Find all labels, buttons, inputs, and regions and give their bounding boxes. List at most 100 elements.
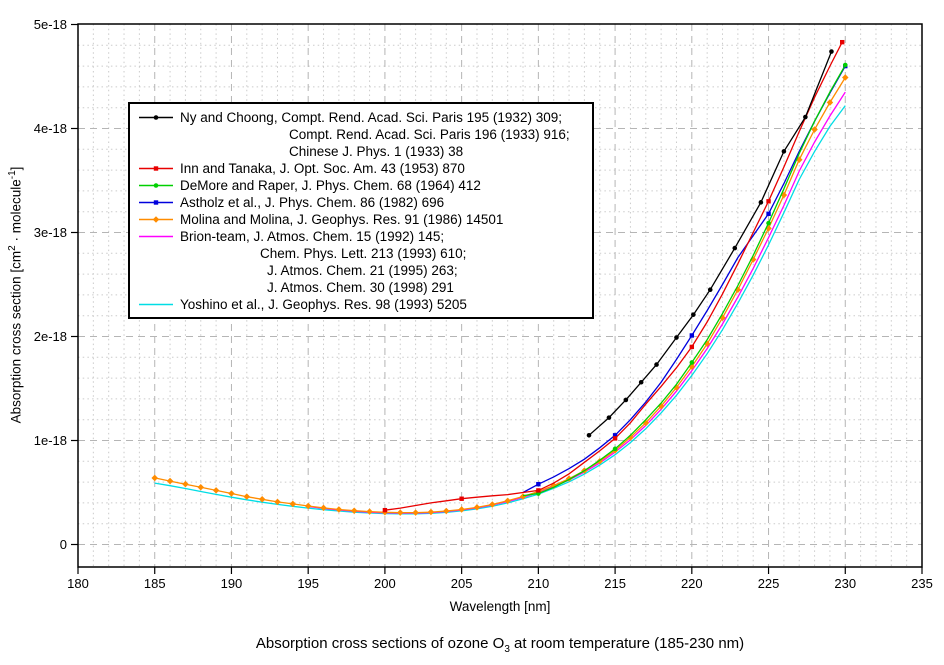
legend-entry-line: Compt. Rend. Acad. Sci. Paris 196 (1933)… — [289, 127, 570, 142]
data-point-marker — [842, 62, 848, 68]
legend-line-marker-icon — [139, 183, 173, 188]
legend-entry-text: Astholz et al., J. Phys. Chem. 86 (1982)… — [180, 194, 592, 211]
legend-entry-line: Molina and Molina, J. Geophys. Res. 91 (… — [180, 212, 504, 227]
data-point-marker — [152, 216, 160, 223]
y-tick-label: 2e-18 — [34, 329, 67, 344]
series-ny-and-choong — [586, 49, 834, 438]
data-point-marker — [366, 508, 373, 515]
data-point-marker — [732, 245, 738, 251]
data-point-marker — [151, 474, 158, 482]
data-point-marker — [304, 502, 312, 510]
y-tick-label: 0 — [60, 537, 67, 552]
data-point-marker — [612, 446, 618, 452]
data-point-marker — [197, 484, 205, 491]
legend-entry-line: DeMore and Raper, J. Phys. Chem. 68 (196… — [180, 178, 481, 193]
legend-entry-text: Inn and Tanaka, J. Opt. Soc. Am. 43 (195… — [180, 160, 592, 177]
data-point-marker — [606, 415, 612, 420]
legend-sample — [138, 109, 180, 126]
data-point-marker — [243, 493, 251, 500]
data-point-marker — [382, 507, 388, 513]
data-point-marker — [689, 360, 695, 365]
legend-entry-text: DeMore and Raper, J. Phys. Chem. 68 (196… — [180, 177, 592, 194]
y-tick-label: 5e-18 — [34, 17, 67, 32]
data-point-marker — [623, 397, 629, 403]
y-tick-label: 4e-18 — [34, 121, 67, 136]
data-point-marker — [397, 509, 404, 516]
data-point-marker — [182, 480, 189, 488]
data-point-marker — [691, 312, 696, 317]
legend-entry-line: Chinese J. Phys. 1 (1933) 38 — [289, 144, 464, 159]
data-point-marker — [654, 362, 659, 367]
legend-sample — [138, 296, 180, 313]
y-tick-label: 3e-18 — [34, 225, 67, 240]
series-line — [522, 64, 846, 497]
legend-sample — [138, 160, 180, 177]
data-point-marker — [504, 497, 511, 505]
data-point-marker — [153, 200, 159, 205]
x-tick-label: 190 — [221, 576, 243, 591]
legend-entry: DeMore and Raper, J. Phys. Chem. 68 (196… — [138, 177, 592, 194]
legend-sample — [138, 228, 180, 245]
data-point-marker — [320, 504, 327, 512]
data-point-marker — [766, 211, 771, 216]
x-tick-label: 205 — [451, 576, 473, 591]
data-point-marker — [612, 436, 618, 441]
data-point-marker — [536, 481, 541, 487]
legend-sample — [138, 177, 180, 194]
data-point-marker — [153, 183, 159, 188]
x-tick-label: 185 — [144, 576, 166, 591]
legend-entry: Molina and Molina, J. Geophys. Res. 91 (… — [138, 211, 592, 228]
legend-entry-line: Yoshino et al., J. Geophys. Res. 98 (199… — [180, 297, 467, 312]
y-axis-label-sup-2: 2 — [6, 245, 18, 251]
data-point-marker — [766, 220, 771, 226]
legend-sample — [138, 211, 180, 228]
series-line — [154, 105, 846, 515]
legend-line-marker-icon — [139, 216, 173, 223]
data-point-marker — [153, 115, 159, 120]
data-point-marker — [228, 490, 235, 497]
legend-line-icon — [139, 235, 173, 238]
x-tick-label: 230 — [834, 576, 856, 591]
x-tick-label: 210 — [528, 576, 550, 591]
x-tick-label: 225 — [758, 576, 780, 591]
data-point-marker — [674, 335, 679, 340]
data-point-marker — [473, 504, 481, 511]
caption-prefix: Absorption cross sections of ozone O — [255, 635, 505, 652]
legend-box: Ny and Choong, Compt. Rend. Acad. Sci. P… — [128, 102, 594, 319]
series-line — [522, 65, 846, 494]
legend-entry-line: Brion-team, J. Atmos. Chem. 15 (1992) 14… — [180, 229, 445, 244]
x-tick-label: 180 — [67, 576, 89, 591]
legend-entry-line: Astholz et al., J. Phys. Chem. 86 (1982)… — [180, 195, 445, 210]
data-point-marker — [427, 508, 435, 516]
legend-entry-line: J. Atmos. Chem. 21 (1995) 263; — [267, 263, 458, 278]
data-point-marker — [803, 114, 808, 120]
data-point-marker — [459, 496, 464, 501]
legend-line-marker-icon — [139, 115, 173, 120]
x-tick-label: 200 — [374, 576, 396, 591]
data-point-marker — [489, 501, 496, 508]
x-tick-label: 235 — [911, 576, 933, 591]
y-axis-label-mid: · molecule — [8, 179, 24, 246]
x-axis-label: Wavelength [nm] — [449, 599, 551, 614]
legend-entry: Inn and Tanaka, J. Opt. Soc. Am. 43 (195… — [138, 160, 592, 177]
y-axis-label-suffix: ] — [8, 166, 24, 171]
y-axis-label-prefix: Absorption cross section [cm — [8, 250, 24, 424]
data-point-marker — [458, 506, 465, 513]
caption-subscript: 3 — [504, 644, 510, 655]
data-point-marker — [758, 200, 764, 205]
y-tick-label: 1e-18 — [34, 433, 67, 448]
data-point-marker — [350, 507, 358, 514]
data-point-marker — [766, 199, 771, 204]
data-point-marker — [166, 477, 174, 485]
data-point-marker — [586, 433, 592, 438]
series-line — [154, 77, 846, 514]
axis-tick-labels: 180 185 190 195 200 205 210 215 220 225 230 235 0 1e-… — [34, 17, 933, 591]
axis-ticks — [71, 23, 923, 574]
legend-entry-text: Molina and Molina, J. Geophys. Res. 91 (… — [180, 211, 592, 228]
data-point-marker — [212, 487, 220, 494]
series-line — [588, 51, 833, 436]
data-point-marker — [289, 500, 297, 508]
x-tick-label: 195 — [297, 576, 319, 591]
x-tick-label: 215 — [604, 576, 626, 591]
data-point-marker — [638, 379, 644, 385]
